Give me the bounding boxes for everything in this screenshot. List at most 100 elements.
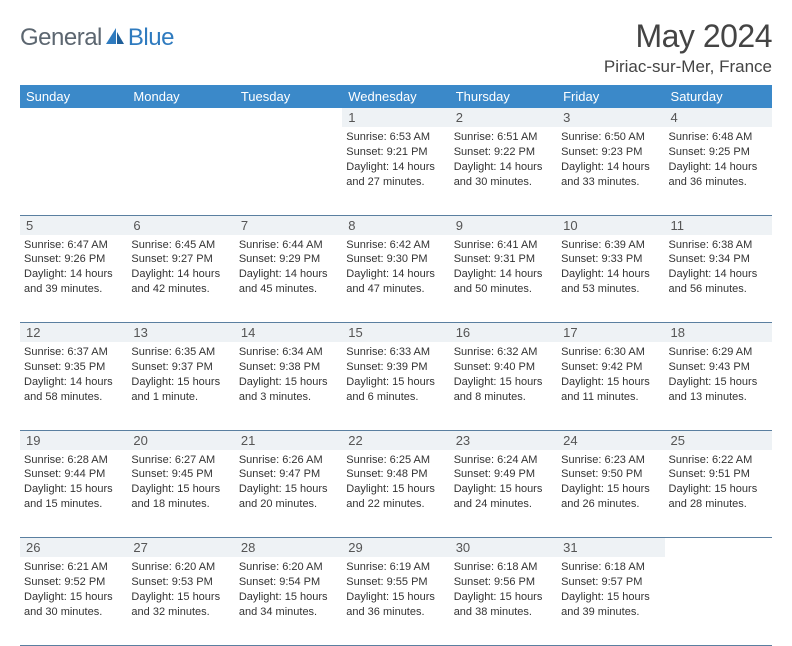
sunset-line: Sunset: 9:55 PM xyxy=(346,575,445,590)
day-number: 19 xyxy=(20,430,127,450)
day-cell: Sunrise: 6:23 AMSunset: 9:50 PMDaylight:… xyxy=(557,450,664,538)
day-cell: Sunrise: 6:28 AMSunset: 9:44 PMDaylight:… xyxy=(20,450,127,538)
daylight-line: Daylight: 15 hours and 36 minutes. xyxy=(346,590,445,620)
day-cell-content: Sunrise: 6:21 AMSunset: 9:52 PMDaylight:… xyxy=(24,560,123,619)
location: Piriac-sur-Mer, France xyxy=(604,57,772,77)
day-cell: Sunrise: 6:26 AMSunset: 9:47 PMDaylight:… xyxy=(235,450,342,538)
day-cell: Sunrise: 6:53 AMSunset: 9:21 PMDaylight:… xyxy=(342,127,449,215)
sunrise-line: Sunrise: 6:18 AM xyxy=(561,560,660,575)
sunrise-line: Sunrise: 6:39 AM xyxy=(561,238,660,253)
sunrise-line: Sunrise: 6:24 AM xyxy=(454,453,553,468)
daylight-line: Daylight: 15 hours and 6 minutes. xyxy=(346,375,445,405)
sunrise-line: Sunrise: 6:37 AM xyxy=(24,345,123,360)
day-cell-content: Sunrise: 6:50 AMSunset: 9:23 PMDaylight:… xyxy=(561,130,660,189)
daynum-row: 567891011 xyxy=(20,215,772,235)
day-cell: Sunrise: 6:20 AMSunset: 9:54 PMDaylight:… xyxy=(235,557,342,645)
daylight-line: Daylight: 14 hours and 47 minutes. xyxy=(346,267,445,297)
day-number: 22 xyxy=(342,430,449,450)
data-row: Sunrise: 6:21 AMSunset: 9:52 PMDaylight:… xyxy=(20,557,772,645)
day-cell: Sunrise: 6:19 AMSunset: 9:55 PMDaylight:… xyxy=(342,557,449,645)
day-cell: Sunrise: 6:25 AMSunset: 9:48 PMDaylight:… xyxy=(342,450,449,538)
day-number: 5 xyxy=(20,215,127,235)
daylight-line: Daylight: 15 hours and 26 minutes. xyxy=(561,482,660,512)
day-cell-content: Sunrise: 6:39 AMSunset: 9:33 PMDaylight:… xyxy=(561,238,660,297)
day-cell-content: Sunrise: 6:37 AMSunset: 9:35 PMDaylight:… xyxy=(24,345,123,404)
day-cell-content: Sunrise: 6:51 AMSunset: 9:22 PMDaylight:… xyxy=(454,130,553,189)
sunrise-line: Sunrise: 6:48 AM xyxy=(669,130,768,145)
sunset-line: Sunset: 9:33 PM xyxy=(561,252,660,267)
data-row: Sunrise: 6:53 AMSunset: 9:21 PMDaylight:… xyxy=(20,127,772,215)
sunrise-line: Sunrise: 6:21 AM xyxy=(24,560,123,575)
sunrise-line: Sunrise: 6:23 AM xyxy=(561,453,660,468)
day-number: 21 xyxy=(235,430,342,450)
day-cell: Sunrise: 6:50 AMSunset: 9:23 PMDaylight:… xyxy=(557,127,664,215)
brand-word2: Blue xyxy=(128,24,174,52)
calendar-table: Sunday Monday Tuesday Wednesday Thursday… xyxy=(20,85,772,646)
daylight-line: Daylight: 15 hours and 39 minutes. xyxy=(561,590,660,620)
day-number: 1 xyxy=(342,108,449,127)
brand-word1: General xyxy=(20,24,102,52)
sunrise-line: Sunrise: 6:53 AM xyxy=(346,130,445,145)
sunset-line: Sunset: 9:53 PM xyxy=(131,575,230,590)
day-cell: Sunrise: 6:35 AMSunset: 9:37 PMDaylight:… xyxy=(127,342,234,430)
daylight-line: Daylight: 15 hours and 38 minutes. xyxy=(454,590,553,620)
day-number: 11 xyxy=(665,215,772,235)
sunset-line: Sunset: 9:27 PM xyxy=(131,252,230,267)
day-cell-content: Sunrise: 6:25 AMSunset: 9:48 PMDaylight:… xyxy=(346,453,445,512)
day-number: 7 xyxy=(235,215,342,235)
daylight-line: Daylight: 14 hours and 45 minutes. xyxy=(239,267,338,297)
sunrise-line: Sunrise: 6:22 AM xyxy=(669,453,768,468)
sunrise-line: Sunrise: 6:19 AM xyxy=(346,560,445,575)
day-cell: Sunrise: 6:42 AMSunset: 9:30 PMDaylight:… xyxy=(342,235,449,323)
daylight-line: Daylight: 14 hours and 33 minutes. xyxy=(561,160,660,190)
day-number xyxy=(665,538,772,558)
day-cell-content: Sunrise: 6:33 AMSunset: 9:39 PMDaylight:… xyxy=(346,345,445,404)
sunset-line: Sunset: 9:39 PM xyxy=(346,360,445,375)
sunset-line: Sunset: 9:30 PM xyxy=(346,252,445,267)
day-number: 13 xyxy=(127,323,234,343)
day-cell-content: Sunrise: 6:18 AMSunset: 9:56 PMDaylight:… xyxy=(454,560,553,619)
header: General Blue May 2024 Piriac-sur-Mer, Fr… xyxy=(20,18,772,77)
day-cell: Sunrise: 6:39 AMSunset: 9:33 PMDaylight:… xyxy=(557,235,664,323)
day-cell-content: Sunrise: 6:23 AMSunset: 9:50 PMDaylight:… xyxy=(561,453,660,512)
day-cell-content: Sunrise: 6:26 AMSunset: 9:47 PMDaylight:… xyxy=(239,453,338,512)
sunset-line: Sunset: 9:37 PM xyxy=(131,360,230,375)
daylight-line: Daylight: 15 hours and 20 minutes. xyxy=(239,482,338,512)
day-number: 2 xyxy=(450,108,557,127)
day-cell: Sunrise: 6:20 AMSunset: 9:53 PMDaylight:… xyxy=(127,557,234,645)
month-title: May 2024 xyxy=(604,18,772,55)
daylight-line: Daylight: 14 hours and 42 minutes. xyxy=(131,267,230,297)
day-number: 3 xyxy=(557,108,664,127)
sunrise-line: Sunrise: 6:26 AM xyxy=(239,453,338,468)
day-header: Friday xyxy=(557,85,664,108)
day-cell: Sunrise: 6:41 AMSunset: 9:31 PMDaylight:… xyxy=(450,235,557,323)
day-number: 4 xyxy=(665,108,772,127)
sunset-line: Sunset: 9:34 PM xyxy=(669,252,768,267)
day-cell-content: Sunrise: 6:30 AMSunset: 9:42 PMDaylight:… xyxy=(561,345,660,404)
day-cell xyxy=(127,127,234,215)
sunrise-line: Sunrise: 6:41 AM xyxy=(454,238,553,253)
sunrise-line: Sunrise: 6:50 AM xyxy=(561,130,660,145)
day-cell xyxy=(665,557,772,645)
daylight-line: Daylight: 14 hours and 53 minutes. xyxy=(561,267,660,297)
sunrise-line: Sunrise: 6:20 AM xyxy=(131,560,230,575)
daylight-line: Daylight: 15 hours and 32 minutes. xyxy=(131,590,230,620)
day-cell-content: Sunrise: 6:20 AMSunset: 9:54 PMDaylight:… xyxy=(239,560,338,619)
daylight-line: Daylight: 15 hours and 30 minutes. xyxy=(24,590,123,620)
day-cell xyxy=(20,127,127,215)
sunset-line: Sunset: 9:57 PM xyxy=(561,575,660,590)
day-cell: Sunrise: 6:21 AMSunset: 9:52 PMDaylight:… xyxy=(20,557,127,645)
sunrise-line: Sunrise: 6:35 AM xyxy=(131,345,230,360)
brand-logo: General Blue xyxy=(20,18,174,52)
day-number: 9 xyxy=(450,215,557,235)
sunrise-line: Sunrise: 6:28 AM xyxy=(24,453,123,468)
sunset-line: Sunset: 9:25 PM xyxy=(669,145,768,160)
sunrise-line: Sunrise: 6:47 AM xyxy=(24,238,123,253)
daylight-line: Daylight: 14 hours and 58 minutes. xyxy=(24,375,123,405)
daylight-line: Daylight: 14 hours and 27 minutes. xyxy=(346,160,445,190)
sunset-line: Sunset: 9:56 PM xyxy=(454,575,553,590)
daylight-line: Daylight: 15 hours and 11 minutes. xyxy=(561,375,660,405)
daylight-line: Daylight: 15 hours and 18 minutes. xyxy=(131,482,230,512)
daynum-row: 262728293031 xyxy=(20,538,772,558)
day-number: 29 xyxy=(342,538,449,558)
